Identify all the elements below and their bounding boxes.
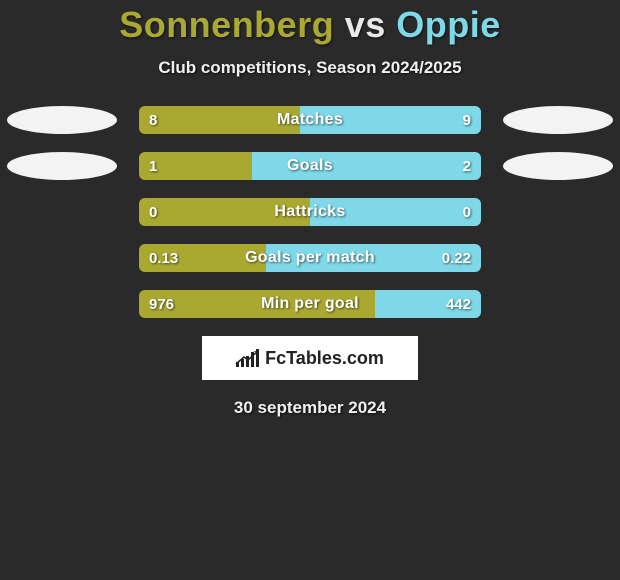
bar-chart-icon [236, 349, 259, 367]
stat-bar: 976442Min per goal [139, 290, 481, 318]
subtitle: Club competitions, Season 2024/2025 [0, 58, 620, 78]
comparison-container: Sonnenberg vs Oppie Club competitions, S… [0, 0, 620, 418]
date-line: 30 september 2024 [0, 398, 620, 418]
stat-label: Matches [139, 106, 481, 134]
team-marker-left [7, 152, 117, 180]
stat-label: Goals [139, 152, 481, 180]
logo-bar-segment [256, 349, 259, 367]
stat-bar: 0.130.22Goals per match [139, 244, 481, 272]
team-marker-right [503, 106, 613, 134]
stat-rows: 89Matches 12Goals 00Hattricks 0.130.22Goals… [0, 106, 620, 318]
stat-bar: 12Goals [139, 152, 481, 180]
stat-bar: 00Hattricks [139, 198, 481, 226]
stat-bar: 89Matches [139, 106, 481, 134]
stat-row: 89Matches [0, 106, 620, 134]
stat-label: Hattricks [139, 198, 481, 226]
stat-label: Min per goal [139, 290, 481, 318]
logo-bar-segment [246, 356, 249, 367]
logo-bar-segment [236, 362, 239, 367]
stat-row: 976442Min per goal [0, 290, 620, 318]
team-marker-left [7, 106, 117, 134]
logo-bar-segment [251, 352, 254, 367]
logo-text: FcTables.com [236, 348, 384, 369]
title-vs: vs [345, 4, 386, 45]
logo-bar-segment [241, 359, 244, 367]
stat-row: 12Goals [0, 152, 620, 180]
team-marker-right [503, 152, 613, 180]
stat-label: Goals per match [139, 244, 481, 272]
page-title: Sonnenberg vs Oppie [0, 4, 620, 46]
source-logo[interactable]: FcTables.com [202, 336, 418, 380]
stat-row: 0.130.22Goals per match [0, 244, 620, 272]
title-left-player: Sonnenberg [119, 4, 334, 45]
logo-label: FcTables.com [265, 348, 384, 369]
title-right-player: Oppie [396, 4, 501, 45]
stat-row: 00Hattricks [0, 198, 620, 226]
